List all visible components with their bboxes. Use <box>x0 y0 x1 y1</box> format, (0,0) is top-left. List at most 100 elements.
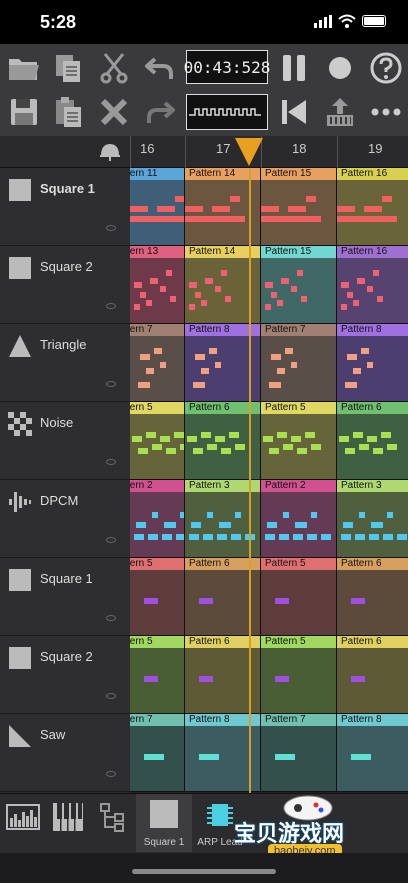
note <box>146 432 156 438</box>
instrument-tab-arp-lead[interactable]: ARP Lead <box>192 794 248 852</box>
eye-icon[interactable] <box>106 459 116 465</box>
channel-row[interactable]: Square 1 <box>0 558 130 636</box>
note <box>306 196 316 202</box>
channel-row[interactable]: Square 1 <box>0 168 130 246</box>
pattern-cell[interactable]: Pattern 3 <box>185 480 261 558</box>
note <box>132 436 142 442</box>
pattern-cell[interactable]: Pattern 11 <box>130 168 185 246</box>
pattern-cell[interactable]: Pattern 7 <box>130 714 185 792</box>
pattern-cell[interactable]: Pattern 2 <box>261 480 337 558</box>
pattern-cell[interactable]: Pattern 6 <box>185 558 261 636</box>
sequencer-icon[interactable] <box>6 802 40 832</box>
pattern-cell[interactable]: Pattern 15 <box>261 168 337 246</box>
channel-row[interactable]: Square 2 <box>0 636 130 714</box>
note <box>297 270 303 276</box>
pause-icon[interactable] <box>276 50 312 86</box>
eye-icon[interactable] <box>106 771 116 777</box>
pattern-cell[interactable]: Pattern 7 <box>130 324 185 402</box>
pattern-cell[interactable]: Pattern 5 <box>261 558 337 636</box>
note <box>195 292 201 298</box>
ghost-icon[interactable] <box>98 142 122 162</box>
pattern-cell[interactable]: Pattern 7 <box>261 714 337 792</box>
pattern-cell[interactable]: Pattern 8 <box>337 324 408 402</box>
channel-row[interactable]: Saw <box>0 714 130 792</box>
export-icon[interactable] <box>322 94 358 130</box>
note <box>174 432 184 438</box>
project-tree-icon[interactable] <box>98 802 132 832</box>
pattern-cell[interactable]: Pattern 6 <box>337 402 408 480</box>
eye-icon[interactable] <box>106 225 116 231</box>
channel-row[interactable]: Noise <box>0 402 130 480</box>
note <box>353 432 363 438</box>
piano-roll-icon[interactable] <box>52 802 86 832</box>
playhead-marker[interactable] <box>235 138 263 166</box>
note <box>154 348 162 354</box>
note <box>279 534 289 540</box>
redo-icon[interactable] <box>142 94 178 130</box>
pattern-cell[interactable]: Pattern 7 <box>261 324 337 402</box>
ruler-number: 17 <box>216 141 231 156</box>
note <box>275 598 289 604</box>
pattern-label: Pattern 5 <box>261 558 336 570</box>
pattern-cell[interactable]: Pattern 15 <box>261 246 337 324</box>
pattern-cell[interactable]: Pattern 8 <box>185 714 261 792</box>
pattern-cell[interactable]: Pattern 6 <box>337 636 408 714</box>
note <box>189 534 199 540</box>
eye-icon[interactable] <box>106 615 116 621</box>
pattern-label: Pattern 13 <box>130 246 184 258</box>
timeline-ruler[interactable]: 16 17 18 19 <box>0 136 408 168</box>
pattern-cell[interactable]: Pattern 8 <box>337 714 408 792</box>
save-icon[interactable] <box>6 94 42 130</box>
note <box>134 282 142 288</box>
note <box>215 436 225 442</box>
pattern-label: Pattern 15 <box>261 168 336 180</box>
rewind-icon[interactable] <box>276 94 312 130</box>
pattern-cell[interactable]: Pattern 6 <box>185 636 261 714</box>
note <box>134 534 144 540</box>
note <box>219 522 231 528</box>
pattern-cell[interactable]: Pattern 13 <box>130 246 185 324</box>
eye-icon[interactable] <box>106 693 116 699</box>
pattern-cell[interactable]: Pattern 3 <box>337 480 408 558</box>
delete-icon[interactable] <box>96 94 132 130</box>
pattern-cell[interactable]: Pattern 2 <box>130 480 185 558</box>
note <box>382 196 392 202</box>
note <box>341 534 351 540</box>
note <box>341 304 347 310</box>
channel-name: DPCM <box>40 493 79 508</box>
pattern-cell[interactable]: Pattern 14 <box>185 246 261 324</box>
paste-icon[interactable] <box>50 94 86 130</box>
pattern-cell[interactable]: Pattern 14 <box>185 168 261 246</box>
pattern-cell[interactable]: Pattern 8 <box>185 324 261 402</box>
pattern-cell[interactable]: Pattern 5 <box>261 402 337 480</box>
pattern-cell[interactable]: Pattern 5 <box>130 636 185 714</box>
help-icon[interactable] <box>368 50 404 86</box>
note <box>367 436 377 442</box>
pattern-cell[interactable]: Pattern 16 <box>337 246 408 324</box>
noise-icon <box>8 412 32 436</box>
channel-row[interactable]: DPCM <box>0 480 130 558</box>
open-folder-icon[interactable] <box>6 50 42 86</box>
undo-icon[interactable] <box>142 50 178 86</box>
pattern-cell[interactable]: Pattern 5 <box>130 402 185 480</box>
pattern-cell[interactable]: Pattern 6 <box>337 558 408 636</box>
note <box>301 296 307 302</box>
pattern-label: Pattern 6 <box>185 558 260 570</box>
pattern-cell[interactable]: Pattern 16 <box>337 168 408 246</box>
channel-row[interactable]: Triangle <box>0 324 130 402</box>
cut-icon[interactable] <box>96 50 132 86</box>
pattern-cell[interactable]: Pattern 5 <box>261 636 337 714</box>
eye-icon[interactable] <box>106 303 116 309</box>
eye-icon[interactable] <box>106 537 116 543</box>
pattern-cell[interactable]: Pattern 5 <box>130 558 185 636</box>
instrument-tab-square1[interactable]: Square 1 <box>136 794 192 852</box>
copy-icon[interactable] <box>50 50 86 86</box>
record-icon[interactable] <box>322 50 358 86</box>
channel-row[interactable]: Square 2 <box>0 246 130 324</box>
pattern-cell[interactable]: Pattern 6 <box>185 402 261 480</box>
more-icon[interactable] <box>368 94 404 130</box>
eye-icon[interactable] <box>106 381 116 387</box>
note <box>144 598 158 604</box>
dpcm-icon <box>9 492 31 512</box>
